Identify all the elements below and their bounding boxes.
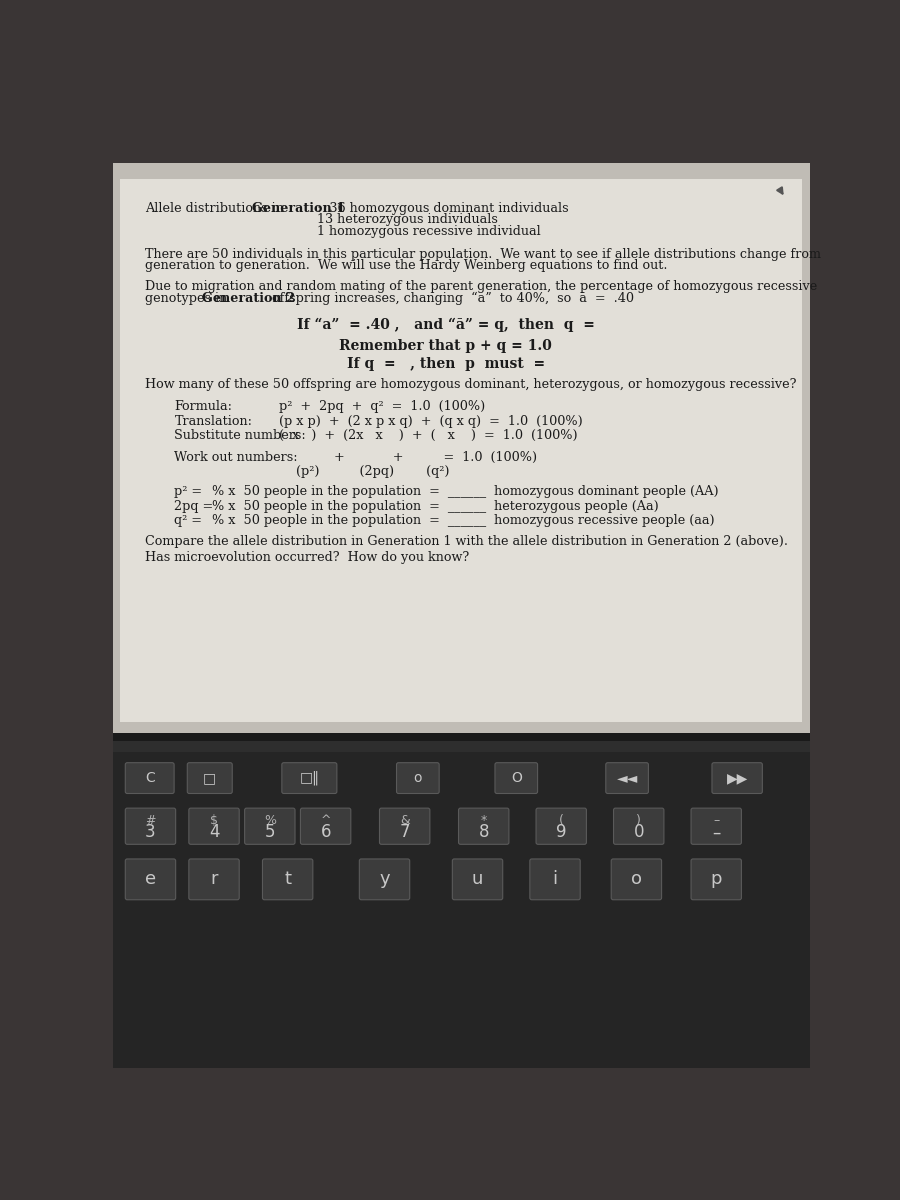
FancyBboxPatch shape [611,859,662,900]
Text: O: O [511,772,522,785]
Text: o: o [414,772,422,785]
Bar [112,733,810,740]
Bar [112,163,810,737]
Text: (p²)          (2pq)        (q²): (p²) (2pq) (q²) [296,464,450,478]
Text: (p x p)  +  (2 x p x q)  +  (q x q)  =  1.0  (100%): (p x p) + (2 x p x q) + (q x q) = 1.0 (1… [279,415,583,428]
Text: Due to migration and random mating of the parent generation, the percentage of h: Due to migration and random mating of th… [145,281,817,293]
Text: 2pq =: 2pq = [175,499,214,512]
Text: % x  50 people in the population  =  ______  heterozygous people (Aa): % x 50 people in the population = ______… [212,499,659,512]
FancyBboxPatch shape [125,859,176,900]
Text: 6: 6 [320,823,331,841]
Text: Remember that p + q = 1.0: Remember that p + q = 1.0 [339,340,553,353]
FancyBboxPatch shape [125,808,176,845]
Text: p² =: p² = [175,485,202,498]
FancyBboxPatch shape [536,808,587,845]
Text: %: % [264,814,275,827]
Text: :  36 homozygous dominant individuals: : 36 homozygous dominant individuals [317,202,569,215]
FancyBboxPatch shape [380,808,430,845]
FancyBboxPatch shape [458,808,508,845]
Text: r: r [211,870,218,888]
Text: ◄◄: ◄◄ [616,772,638,785]
Text: $: $ [210,814,218,827]
Text: Allele distributions in: Allele distributions in [145,202,288,215]
Bar [121,179,802,721]
Text: 0: 0 [634,823,644,841]
FancyBboxPatch shape [397,763,439,793]
Text: Generation 1: Generation 1 [252,202,345,215]
Text: Has microevolution occurred?  How do you know?: Has microevolution occurred? How do you … [145,551,469,564]
FancyBboxPatch shape [189,859,239,900]
FancyBboxPatch shape [691,808,742,845]
FancyBboxPatch shape [189,808,239,845]
Text: u: u [472,870,483,888]
Text: 7: 7 [400,823,410,841]
Text: ^: ^ [320,814,331,827]
Text: genotypes in: genotypes in [145,292,231,305]
FancyBboxPatch shape [614,808,664,845]
Text: o: o [631,870,642,888]
FancyBboxPatch shape [712,763,762,793]
FancyBboxPatch shape [453,859,503,900]
Text: 4: 4 [209,823,220,841]
Text: e: e [145,870,156,888]
Bar [112,737,810,752]
Text: 3: 3 [145,823,156,841]
Text: % x  50 people in the population  =  ______  homozygous dominant people (AA): % x 50 people in the population = ______… [212,485,718,498]
FancyBboxPatch shape [691,859,742,900]
Text: 8: 8 [479,823,489,841]
Text: *: * [481,814,487,827]
Text: &: & [400,814,410,827]
Text: There are 50 individuals in this particular population.  We want to see if allel: There are 50 individuals in this particu… [145,248,821,260]
FancyBboxPatch shape [125,763,174,793]
Text: generation to generation.  We will use the Hardy Weinberg equations to find out.: generation to generation. We will use th… [145,259,668,272]
FancyBboxPatch shape [530,859,581,900]
Text: (  x   )  +  (2x   x    )  +  (   x    )  =  1.0  (100%): ( x ) + (2x x ) + ( x ) = 1.0 (100%) [279,430,578,443]
Text: 13 heterozygous individuals: 13 heterozygous individuals [317,214,498,227]
Text: #: # [145,814,156,827]
Text: Generation 2: Generation 2 [202,292,295,305]
Text: ▶▶: ▶▶ [726,772,748,785]
Text: Work out numbers:: Work out numbers: [175,451,298,464]
Text: ): ) [636,814,641,827]
Text: (: ( [559,814,563,827]
FancyBboxPatch shape [606,763,648,793]
Text: If “a”  = .40 ,   and “ā” = q,  then  q  =: If “a” = .40 , and “ā” = q, then q = [297,317,595,331]
FancyBboxPatch shape [282,763,337,793]
FancyBboxPatch shape [495,763,537,793]
FancyBboxPatch shape [359,859,410,900]
Text: q² =: q² = [175,514,202,527]
Text: □: □ [203,772,216,785]
Text: Translation:: Translation: [175,415,253,428]
Text: –: – [713,814,719,827]
Text: If q  =   , then  p  must  =: If q = , then p must = [346,356,544,371]
Text: Formula:: Formula: [175,401,232,414]
Text: % x  50 people in the population  =  ______  homozygous recessive people (aa): % x 50 people in the population = ______… [212,514,715,527]
Text: i: i [553,870,558,888]
Text: Substitute numbers:: Substitute numbers: [175,430,306,443]
Text: □‖: □‖ [300,770,319,785]
Text: How many of these 50 offspring are homozygous dominant, heterozygous, or homozyg: How many of these 50 offspring are homoz… [145,378,796,391]
Text: C: C [145,772,155,785]
FancyBboxPatch shape [187,763,232,793]
Text: t: t [284,870,291,888]
FancyBboxPatch shape [245,808,295,845]
FancyBboxPatch shape [301,808,351,845]
Text: –: – [712,823,720,841]
Text: p²  +  2pq  +  q²  =  1.0  (100%): p² + 2pq + q² = 1.0 (100%) [279,401,485,414]
Text: 9: 9 [556,823,566,841]
FancyBboxPatch shape [263,859,313,900]
Text: +            +          =  1.0  (100%): + + = 1.0 (100%) [302,451,537,464]
Text: 5: 5 [265,823,275,841]
Bar [112,752,810,1068]
Text: offspring increases, changing  “a”  to 40%,  so  ā  =  .40: offspring increases, changing “a” to 40%… [267,292,634,305]
Text: y: y [379,870,390,888]
Text: 1 homozygous recessive individual: 1 homozygous recessive individual [317,224,541,238]
Text: p: p [710,870,722,888]
Text: Compare the allele distribution in Generation 1 with the allele distribution in : Compare the allele distribution in Gener… [145,535,788,548]
